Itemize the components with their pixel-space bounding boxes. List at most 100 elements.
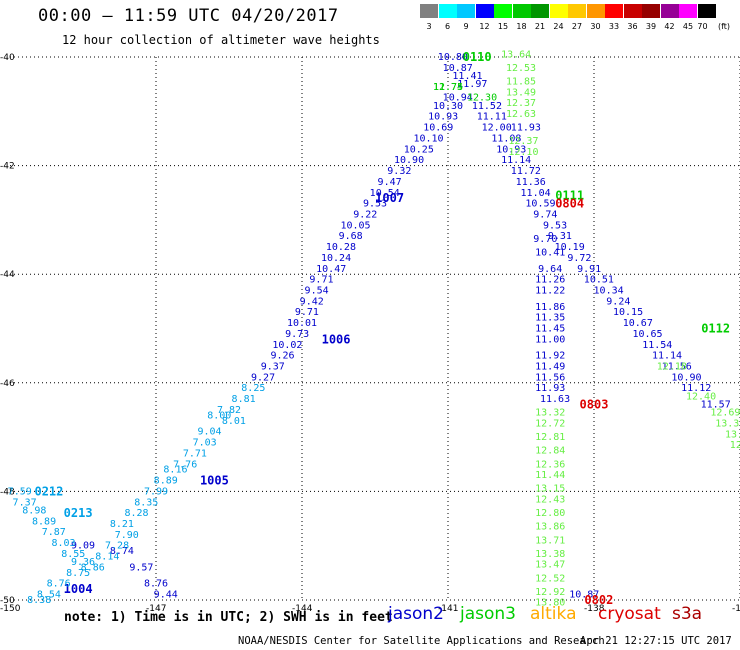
wave-height-value: 8.55 [61, 549, 85, 560]
wave-height-value: 7.37 [13, 497, 37, 508]
wave-height-value: 10.94 [443, 93, 473, 104]
wave-height-value: 11.41 [452, 71, 482, 82]
wave-height-value: 9.73 [285, 329, 309, 340]
wave-height-value: 9.91 [577, 264, 601, 275]
scale-swatch [660, 4, 679, 18]
wave-height-value: 10.90 [394, 155, 424, 166]
wave-height-value: 10.34 [594, 285, 624, 296]
y-tick-label: -40 [0, 53, 15, 63]
wave-height-value: 12.80 [535, 508, 565, 519]
scale-label: 36 [627, 22, 638, 31]
track-time-label: 1005 [200, 474, 229, 488]
wave-height-value: 7.59 [8, 486, 32, 497]
wave-height-value: 11.93 [535, 383, 565, 394]
scale-swatch [457, 4, 475, 18]
scale-label: 30 [590, 22, 601, 31]
wave-height-value: 12.72 [535, 419, 565, 430]
wave-height-value: 13.80 [535, 598, 565, 609]
wave-height-value: 8.81 [232, 394, 256, 405]
track-time-label: 0112 [701, 322, 730, 336]
wave-height-value: 12.74 [433, 82, 463, 93]
track-time-label: 0212 [34, 484, 63, 498]
scale-label: 24 [553, 22, 564, 31]
scale-swatch [679, 4, 697, 18]
scale-label: 45 [682, 22, 694, 31]
scale-label: 70 [697, 22, 708, 31]
wave-height-value: 10.93 [428, 112, 458, 123]
x-tick-label: -147 [146, 604, 166, 614]
wave-height-value: 8.03 [51, 538, 75, 549]
footer-note: note: 1) Time is in UTC; 2) SWH is in fe… [64, 610, 393, 625]
wave-height-value: 13.37 [715, 419, 740, 430]
wave-height-value: 7.82 [217, 405, 241, 416]
scale-label: 42 [664, 22, 675, 31]
y-tick-label: -44 [0, 270, 15, 280]
wave-height-value: 9.09 [71, 541, 95, 552]
track-time-label: 1004 [64, 582, 93, 596]
wave-height-value: 8.54 [37, 590, 61, 601]
scale-label: 15 [497, 22, 509, 31]
scale-unit: (ft) [718, 22, 731, 31]
scale-swatch [420, 4, 438, 18]
wave-height-value: 11.44 [535, 470, 565, 481]
wave-height-value: 11.14 [501, 155, 531, 166]
wave-height-value: 10.02 [272, 340, 302, 351]
wave-height-value: 12.36 [535, 459, 565, 470]
wave-height-value: 10.01 [287, 318, 317, 329]
page-subtitle: 12 hour collection of altimeter wave hei… [62, 33, 380, 47]
mission-jason2: jason2 [388, 604, 444, 624]
wave-height-value: 12.30 [467, 93, 497, 104]
wave-height-value: 7.99 [144, 486, 168, 497]
track-time-label: 0803 [580, 398, 609, 412]
scale-swatch [531, 4, 549, 18]
wave-height-value: 7.76 [173, 459, 197, 470]
wave-height-value: 11.75 [433, 82, 463, 93]
wave-height-value: 10.25 [404, 144, 434, 155]
wave-height-value: 11.93 [511, 123, 541, 134]
wave-height-value: 9.53 [543, 220, 567, 231]
wave-height-value: 10.54 [370, 188, 400, 199]
mission-cryosat: cryosat [598, 604, 661, 624]
scale-label: 12 [479, 22, 490, 31]
wave-height-value: 11.22 [535, 285, 565, 296]
wave-height-value: 10.47 [316, 264, 346, 275]
wave-height-value: 11.85 [506, 76, 536, 87]
scale-swatch [623, 4, 642, 18]
wave-height-value: 8.89 [32, 516, 56, 527]
wave-height-value: 9.68 [339, 231, 363, 242]
wave-height-value: 11.63 [540, 394, 570, 405]
wave-height-value: 9.57 [129, 562, 153, 573]
y-tick-label: -46 [0, 379, 15, 389]
track-time-label: 0213 [64, 506, 93, 520]
mission-jason3: jason3 [460, 604, 516, 624]
wave-height-value: 8.76 [144, 579, 168, 590]
track-time-label: 1007 [375, 191, 404, 205]
wave-height-value: 12.81 [535, 432, 565, 443]
wave-height-value: 9.04 [197, 427, 221, 438]
scale-label: 33 [608, 22, 620, 31]
wave-height-value: 9.72 [567, 253, 591, 264]
wave-height-value: 11.56 [535, 372, 565, 383]
wave-height-value: 7.71 [183, 448, 207, 459]
wave-height-value: 8.38 [27, 595, 51, 606]
wave-height-value: 11.56 [662, 362, 692, 373]
wave-height-value: 8.25 [241, 383, 265, 394]
y-tick-label: -50 [0, 596, 15, 606]
wave-height-value: 13.32 [535, 408, 565, 419]
wave-height-value: 10.67 [623, 318, 653, 329]
wave-height-value: 12.43 [535, 495, 565, 506]
wave-height-value: 11.45 [535, 324, 565, 335]
scale-label: 3 [426, 22, 432, 31]
wave-height-value: 10.93 [496, 144, 526, 155]
wave-height-value: 9.47 [378, 177, 402, 188]
wave-height-value: 11.35 [535, 313, 565, 324]
wave-height-value: 11.11 [477, 112, 507, 123]
wave-height-value: 8.28 [124, 508, 148, 519]
x-tick-label: -144 [292, 604, 313, 614]
track-time-label: 0804 [555, 197, 584, 211]
x-tick-label: -150 [0, 604, 21, 614]
wave-height-value: 12.37 [506, 98, 536, 109]
wave-height-value: 13.64 [501, 49, 531, 60]
scale-swatch [586, 4, 605, 18]
scale-swatch [494, 4, 512, 18]
